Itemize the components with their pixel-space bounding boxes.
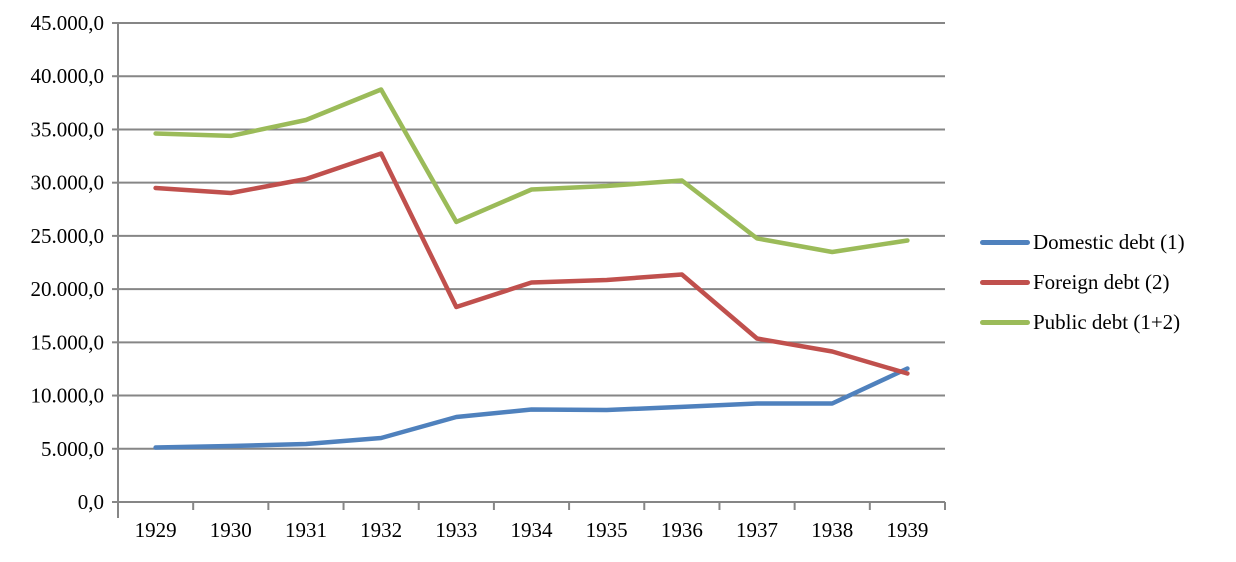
series-line-1	[153, 151, 910, 376]
x-axis-tick-labels: 1929 1930 1931 1932 1933 1934 1935 1936 1937 1938…	[135, 518, 929, 542]
x-tick-label: 1936	[661, 518, 703, 542]
x-tick-label: 1937	[736, 518, 778, 542]
y-tick-label: 15.000,0	[31, 330, 105, 354]
x-tick-label: 1938	[811, 518, 853, 542]
series-line-0	[153, 366, 910, 450]
x-tick-label: 1934	[511, 518, 554, 542]
y-axis-tick-labels: 0,0 5.000,0 10.000,0 15.000,0 20.000,0 25.000…	[31, 11, 105, 514]
x-tick-label: 1932	[360, 518, 402, 542]
y-tick-label: 5.000,0	[41, 437, 104, 461]
legend-item-foreign-debt: Foreign debt (2)	[980, 262, 1185, 302]
x-tick-label: 1930	[210, 518, 252, 542]
legend-label: Public debt (1+2)	[1033, 309, 1181, 334]
y-tick-label: 45.000,0	[31, 11, 105, 35]
data-series	[153, 87, 910, 450]
legend-swatch-red-line-icon	[980, 279, 1030, 285]
chart-legend: Domestic debt (1) Foreign debt (2) Publi…	[980, 222, 1185, 342]
y-tick-label: 40.000,0	[31, 64, 105, 88]
x-tick-label: 1933	[435, 518, 477, 542]
legend-label: Foreign debt (2)	[1033, 269, 1170, 294]
y-tick-label: 25.000,0	[31, 224, 105, 248]
gridlines	[118, 22, 945, 450]
axes	[112, 22, 946, 518]
legend-item-public-debt: Public debt (1+2)	[980, 302, 1185, 342]
legend-label: Domestic debt (1)	[1033, 229, 1185, 254]
legend-swatch-blue-line-icon	[980, 239, 1030, 245]
y-tick-label: 35.000,0	[31, 117, 105, 141]
y-tick-label: 0,0	[78, 490, 104, 514]
series-line-2	[153, 87, 910, 255]
y-tick-label: 10.000,0	[31, 384, 105, 408]
x-tick-label: 1931	[285, 518, 327, 542]
legend-item-domestic-debt: Domestic debt (1)	[980, 222, 1185, 262]
x-tick-label: 1939	[886, 518, 928, 542]
x-tick-label: 1929	[135, 518, 177, 542]
y-tick-label: 30.000,0	[31, 171, 105, 195]
legend-swatch-green-line-icon	[980, 319, 1030, 325]
y-tick-label: 20.000,0	[31, 277, 105, 301]
x-tick-label: 1935	[586, 518, 628, 542]
